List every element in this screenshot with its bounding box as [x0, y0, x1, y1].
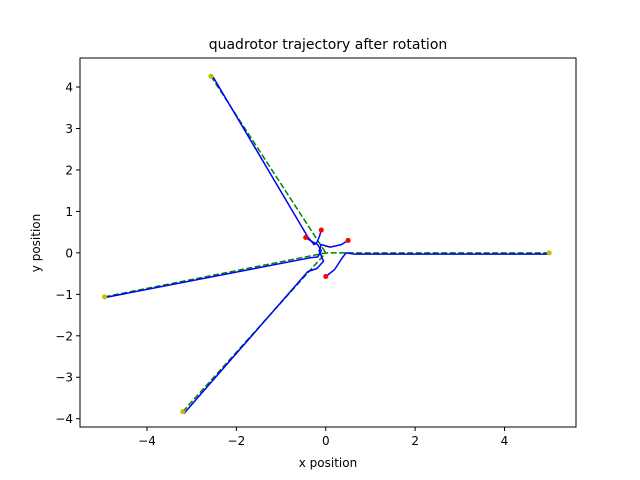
start-point-2 — [303, 235, 309, 241]
actual-path-2 — [104, 236, 323, 299]
y-axis-label: y position — [29, 214, 43, 272]
x-ticks: −4 −2 0 2 4 — [138, 427, 508, 448]
x-tick-label: −2 — [228, 434, 246, 448]
plot-area — [102, 73, 552, 415]
actual-paths — [104, 76, 550, 415]
x-axis-label: x position — [299, 456, 357, 470]
start-point-4 — [323, 273, 329, 279]
y-tick-label: −2 — [55, 329, 73, 343]
y-tick-label: 1 — [65, 205, 73, 219]
x-tick-label: 0 — [322, 434, 330, 448]
goal-point-3 — [180, 409, 186, 415]
y-tick-label: 2 — [65, 163, 73, 177]
goal-point-2 — [102, 294, 108, 300]
x-tick-label: −4 — [138, 434, 156, 448]
actual-path-3 — [183, 239, 349, 415]
goal-point-1 — [208, 73, 214, 79]
y-tick-label: 0 — [65, 246, 73, 260]
start-point-1 — [318, 227, 324, 233]
y-tick-label: −1 — [55, 288, 73, 302]
goal-point-4 — [546, 250, 552, 256]
y-tick-label: −4 — [55, 412, 73, 426]
y-tick-label: 3 — [65, 122, 73, 136]
x-tick-label: 4 — [501, 434, 509, 448]
axes-frame — [79, 57, 577, 428]
y-tick-label: −3 — [55, 371, 73, 385]
chart-title: quadrotor trajectory after rotation — [209, 37, 448, 53]
actual-path-4 — [325, 252, 550, 278]
reference-path-2 — [104, 252, 326, 298]
x-tick-label: 2 — [411, 434, 419, 448]
start-point-3 — [345, 237, 351, 243]
y-tick-label: 4 — [65, 81, 73, 95]
y-ticks: −4 −3 −2 −1 0 1 2 3 4 — [55, 81, 80, 426]
point-markers — [102, 73, 552, 415]
